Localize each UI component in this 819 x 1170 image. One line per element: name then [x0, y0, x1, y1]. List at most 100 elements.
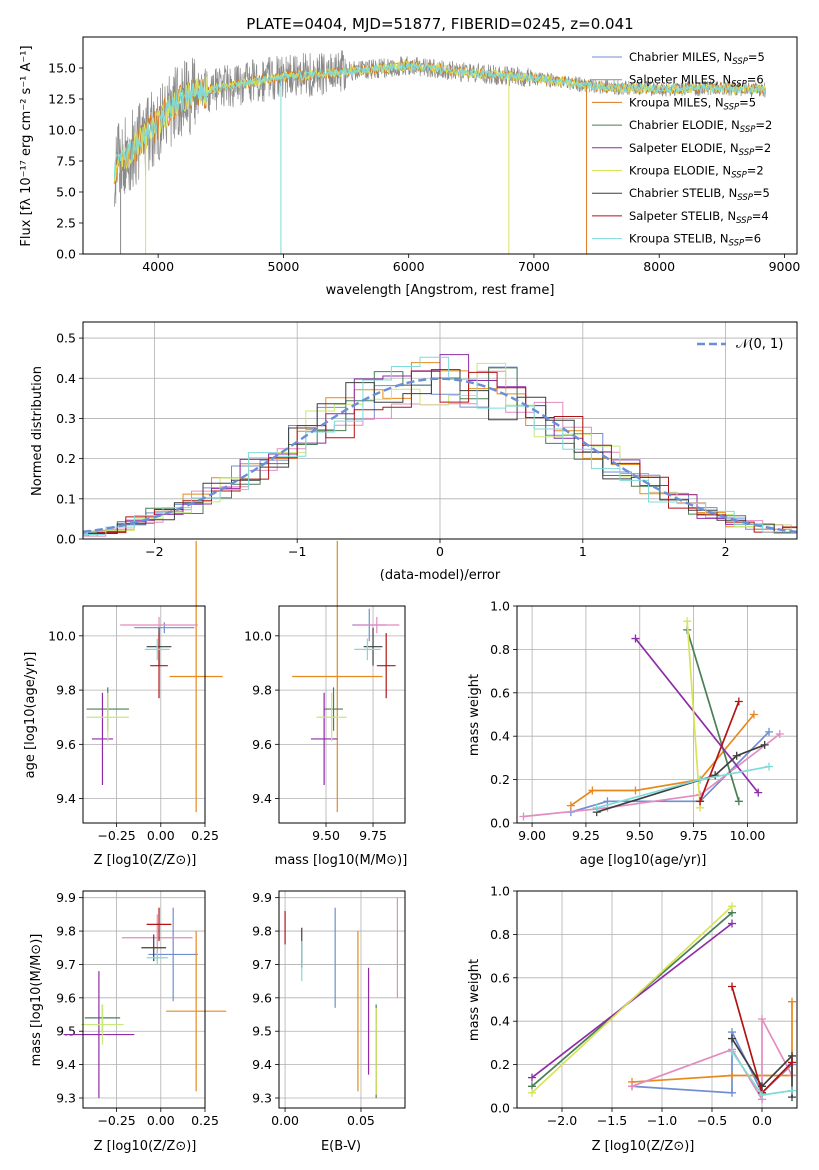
legend-entry: Salpeter MILES, NSSP=6 — [629, 73, 764, 90]
age-weight-ylabel: mass weight — [467, 674, 482, 756]
weight-marker — [754, 788, 763, 797]
x-tick-label: 0.00 — [147, 1113, 175, 1128]
weight-marker — [566, 801, 575, 810]
x-tick-label: 9.50 — [312, 828, 340, 843]
y-tick-label: 2.5 — [56, 216, 76, 231]
weight-marker — [765, 762, 773, 771]
weight-marker — [734, 697, 743, 706]
spectrum-panel: 4000 5000 6000 7000 8000 9000 0.0 2.5 5.0 7.5 10.0… — [48, 36, 801, 274]
x-tick-label: 0.00 — [147, 828, 175, 843]
y-tick-label: 9.4 — [252, 1057, 272, 1072]
weight-marker — [588, 786, 597, 795]
x-tick-label: 9.25 — [572, 828, 600, 843]
spectrum-model-line — [113, 62, 766, 179]
weight-line — [523, 733, 781, 818]
z-mass-ylabel: mass [log10(M/M⊙)] — [29, 934, 44, 1067]
y-tick-label: 9.3 — [252, 1090, 272, 1105]
x-tick-label: 0.05 — [347, 1113, 375, 1128]
axes-frame — [278, 605, 406, 824]
histogram-step — [83, 369, 797, 535]
y-tick-label: 12.5 — [48, 92, 76, 107]
y-tick-label: 10.0 — [48, 123, 76, 138]
legend-entry: Chabrier MILES, NSSP=5 — [629, 50, 765, 67]
y-tick-label: 9.7 — [252, 957, 272, 972]
weight-marker — [696, 775, 705, 784]
y-tick-label: 0.5 — [56, 331, 76, 346]
x-tick-label: 1 — [579, 544, 587, 559]
y-tick-label: 9.9 — [56, 890, 76, 905]
y-tick-label: 0.2 — [490, 772, 510, 787]
y-tick-label: 0.4 — [56, 371, 76, 386]
y-tick-label: 0.2 — [490, 1057, 510, 1072]
y-tick-label: 0.8 — [490, 642, 510, 657]
y-tick-label: 9.6 — [252, 737, 272, 752]
ebv-mass-panel: 0.00 0.05 9.3 9.4 9.5 9.6 9.7 9.8 9.9 — [252, 890, 406, 1128]
axes-frame — [82, 605, 206, 824]
gaussian-curve — [82, 377, 798, 534]
gaussian-legend-label: 𝒩(0, 1) — [736, 337, 783, 352]
x-tick-label: 9.75 — [359, 828, 387, 843]
x-tick-label: −1 — [288, 544, 306, 559]
weight-marker — [788, 997, 796, 1006]
spectrum-title: PLATE=0404, MJD=51877, FIBERID=0245, z=0… — [246, 15, 633, 33]
z-mass-panel: −0.25 0.00 0.25 9.3 9.4 9.5 9.6 9.7 9.8 9.9 — [56, 890, 227, 1128]
weight-marker — [519, 812, 528, 821]
y-tick-label: 0.2 — [56, 451, 76, 466]
z-weight-xlabel: Z [log10(Z/Z⊙)] — [592, 1139, 695, 1154]
weight-marker — [628, 1082, 636, 1091]
histogram-step — [83, 354, 797, 532]
x-tick-label: 9.50 — [626, 828, 654, 843]
weight-marker — [728, 902, 736, 911]
y-tick-label: 5.0 — [56, 185, 76, 200]
x-tick-label: 10.00 — [730, 828, 766, 843]
weight-marker — [696, 797, 705, 806]
weight-line — [634, 637, 759, 794]
legend-entry: Salpeter STELIB, NSSP=4 — [629, 209, 769, 226]
weight-marker — [758, 1090, 766, 1099]
y-tick-label: 10.0 — [244, 628, 272, 643]
weight-marker — [732, 751, 741, 760]
histogram-panel: −2 −1 0 1 2 0.0 0.1 0.2 0.3 0.4 0.5 — [56, 321, 798, 559]
spectrum-legend: Chabrier MILES, NSSP=5 Salpeter MILES, NS… — [592, 50, 772, 249]
weight-line — [686, 621, 701, 808]
weight-marker — [758, 1015, 766, 1024]
weight-marker — [592, 803, 601, 812]
legend-entry: Chabrier STELIB, NSSP=5 — [629, 186, 770, 203]
y-tick-label: 0.6 — [490, 685, 510, 700]
weight-marker — [728, 919, 736, 928]
weight-marker — [760, 740, 769, 749]
axes-frame — [82, 890, 206, 1109]
ebv-mass-xlabel: E(B-V) — [321, 1139, 361, 1154]
axes-frame — [82, 321, 798, 540]
weight-marker — [631, 786, 640, 795]
y-tick-label: 9.6 — [56, 990, 76, 1005]
x-tick-label: 5000 — [268, 259, 300, 274]
axes-frame — [278, 890, 406, 1109]
weight-marker — [728, 1071, 736, 1080]
weight-line — [596, 744, 766, 813]
y-tick-label: 0.8 — [490, 927, 510, 942]
weight-line — [531, 905, 733, 1094]
weight-marker — [528, 1088, 536, 1097]
x-tick-label: −1.5 — [597, 1113, 627, 1128]
weight-marker — [711, 771, 720, 780]
weight-marker — [728, 1088, 736, 1097]
histogram-step — [83, 370, 797, 535]
z-weight-ylabel: mass weight — [467, 959, 482, 1041]
y-tick-label: 0.0 — [56, 247, 76, 262]
x-tick-label: 0 — [436, 544, 444, 559]
weight-marker — [631, 634, 640, 643]
legend-entry: Kroupa ELODIE, NSSP=2 — [629, 164, 764, 181]
z-mass-xlabel: Z [log10(Z/Z⊙)] — [94, 1139, 197, 1154]
x-tick-label: 9.00 — [518, 828, 546, 843]
y-tick-label: 9.5 — [56, 1024, 76, 1039]
x-tick-label: 7000 — [518, 259, 550, 274]
y-tick-label: 1.0 — [490, 599, 510, 614]
y-tick-label: 0.0 — [490, 1101, 510, 1116]
x-tick-label: 9000 — [769, 259, 801, 274]
x-tick-label: 6000 — [393, 259, 425, 274]
y-tick-label: 9.6 — [252, 990, 272, 1005]
y-tick-label: 9.4 — [56, 791, 76, 806]
legend-entry: Salpeter ELODIE, NSSP=2 — [629, 141, 771, 158]
